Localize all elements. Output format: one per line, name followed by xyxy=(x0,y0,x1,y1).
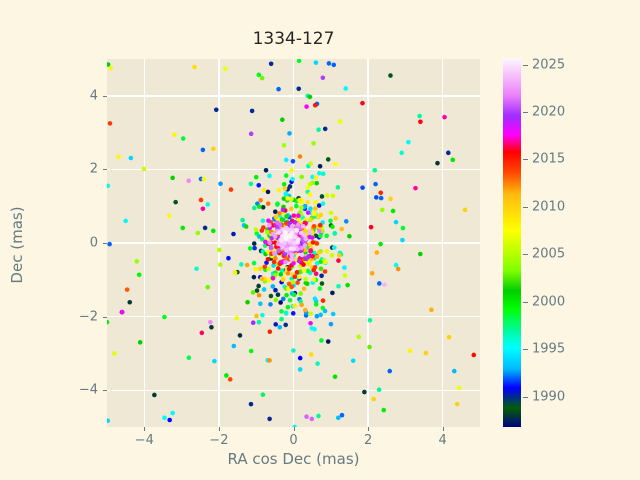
x-tick-label: −2 xyxy=(209,433,229,448)
colorbar-tick-mark xyxy=(523,64,528,66)
x-tick-label: −4 xyxy=(134,433,154,448)
x-tick-mark xyxy=(144,427,146,431)
colorbar-tick-mark xyxy=(523,254,528,256)
colorbar-tick-label: 2020 xyxy=(532,104,566,120)
plot-area xyxy=(107,59,480,427)
y-tick-label: 2 xyxy=(89,161,98,177)
colorbar-tick-mark xyxy=(523,206,528,208)
x-tick-label: 4 xyxy=(438,433,447,448)
colorbar-tick-mark xyxy=(523,301,528,303)
y-axis-label: Dec (mas) xyxy=(8,206,26,284)
colorbar-gradient xyxy=(503,58,521,427)
y-tick-mark xyxy=(103,169,107,171)
colorbar-tick-label: 2025 xyxy=(532,57,566,73)
colorbar-tick-mark xyxy=(523,349,528,351)
colorbar: 1990 1995 2000 2005 2010 2015 2020 2025 xyxy=(503,57,565,427)
y-tick-mark xyxy=(103,243,107,244)
y-tick-mark xyxy=(103,390,107,392)
scatter-canvas xyxy=(107,59,480,427)
x-tick-mark xyxy=(293,427,295,431)
y-tick-label: 4 xyxy=(89,88,98,104)
colorbar-tick-label: 2010 xyxy=(532,199,566,215)
colorbar-tick-label: 1995 xyxy=(532,341,566,357)
colorbar-tick-label: 2000 xyxy=(532,294,566,310)
y-tick-label: −2 xyxy=(78,309,98,325)
colorbar-tick-mark xyxy=(523,159,528,161)
x-tick-mark xyxy=(218,427,220,431)
colorbar-tick-label: 2015 xyxy=(532,151,566,167)
colorbar-tick-mark xyxy=(523,112,528,114)
x-axis-ticks: −4 −2 0 2 4 xyxy=(107,427,480,453)
x-tick-mark xyxy=(368,427,370,431)
colorbar-tick-label: 1990 xyxy=(532,389,566,405)
chart-title: 1334-127 xyxy=(252,29,335,49)
y-tick-label: −4 xyxy=(78,382,98,398)
colorbar-ticks: 1990 1995 2000 2005 2010 2015 2020 2025 xyxy=(521,57,581,427)
y-tick-mark xyxy=(103,316,107,318)
x-tick-label: 0 xyxy=(289,433,298,448)
y-tick-label: 0 xyxy=(89,235,98,251)
y-tick-mark xyxy=(103,95,107,97)
colorbar-tick-label: 2005 xyxy=(532,246,566,262)
x-tick-label: 2 xyxy=(363,433,373,448)
y-axis-ticks: −4 −2 0 2 4 xyxy=(0,59,107,427)
colorbar-tick-mark xyxy=(523,396,528,398)
x-tick-mark xyxy=(442,427,444,431)
x-axis-label: RA cos Dec (mas) xyxy=(227,450,360,468)
